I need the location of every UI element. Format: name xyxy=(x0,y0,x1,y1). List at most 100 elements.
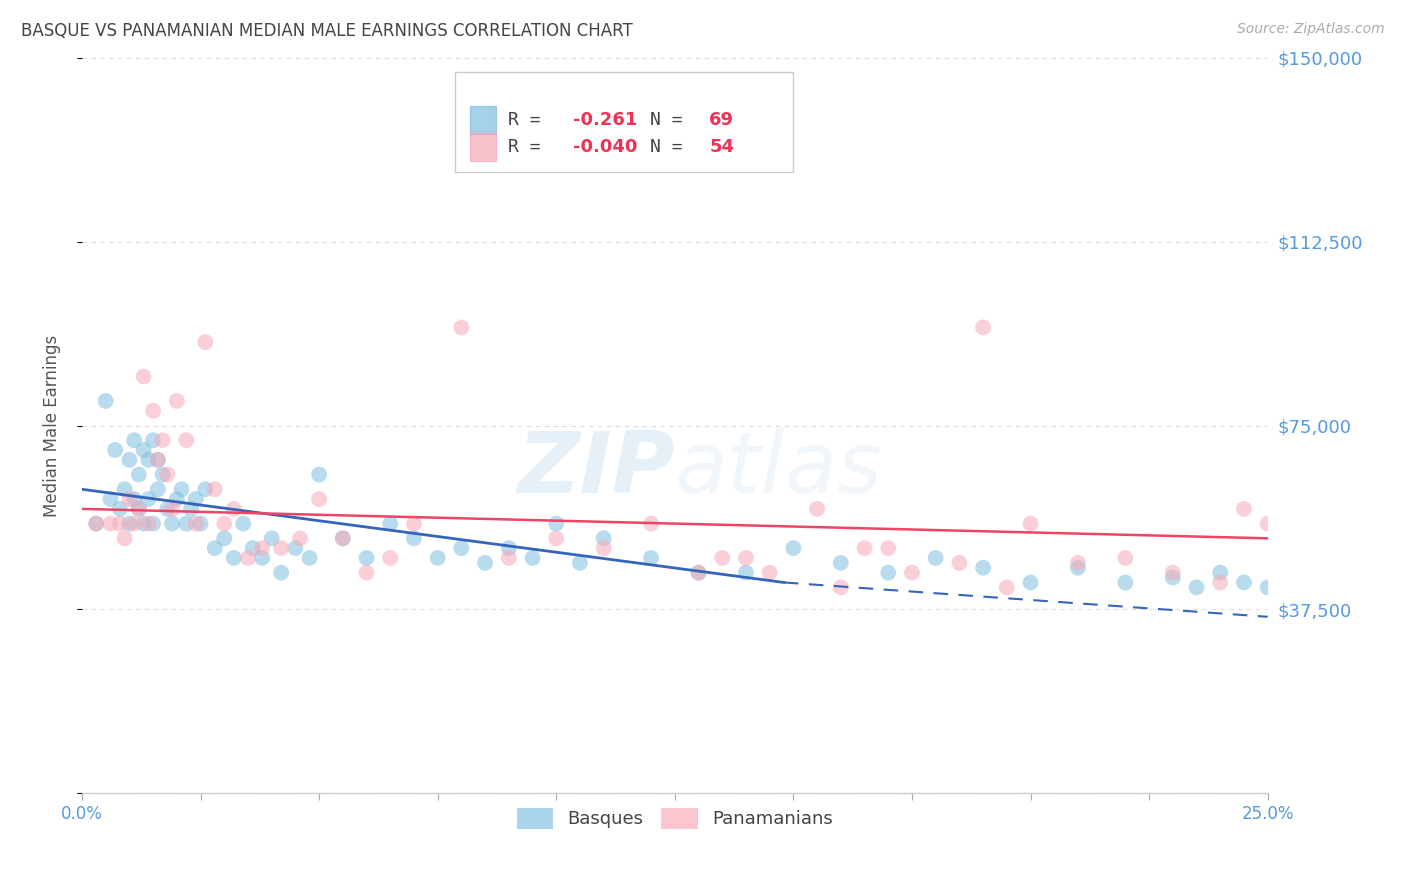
Text: R =: R = xyxy=(508,137,551,156)
Point xyxy=(1257,580,1279,594)
Point xyxy=(924,550,946,565)
Point xyxy=(100,492,122,507)
Point xyxy=(735,550,758,565)
Point xyxy=(901,566,924,580)
Bar xyxy=(470,106,496,134)
Point xyxy=(568,556,591,570)
FancyBboxPatch shape xyxy=(456,72,793,171)
Point xyxy=(114,531,136,545)
Point xyxy=(114,483,136,497)
Point xyxy=(128,502,150,516)
Point xyxy=(104,443,127,458)
Point xyxy=(146,453,169,467)
Point xyxy=(640,516,662,531)
Point xyxy=(132,516,155,531)
Point xyxy=(222,502,245,516)
Point xyxy=(222,550,245,565)
Point xyxy=(806,502,828,516)
Point xyxy=(212,516,235,531)
Point xyxy=(1161,566,1184,580)
Point xyxy=(1257,516,1279,531)
Point xyxy=(194,483,217,497)
Point xyxy=(592,541,614,555)
Point xyxy=(132,443,155,458)
Text: atlas: atlas xyxy=(675,428,883,511)
Point xyxy=(122,492,145,507)
Point xyxy=(546,531,568,545)
Point xyxy=(877,566,900,580)
Text: ZIP: ZIP xyxy=(517,428,675,511)
Point xyxy=(688,566,710,580)
Point xyxy=(166,394,188,409)
Point xyxy=(284,541,307,555)
Point xyxy=(402,516,425,531)
Point xyxy=(250,550,273,565)
Point xyxy=(1114,575,1136,590)
Point xyxy=(146,453,169,467)
Text: Source: ZipAtlas.com: Source: ZipAtlas.com xyxy=(1237,22,1385,37)
Point xyxy=(830,580,852,594)
Point xyxy=(522,550,544,565)
Point xyxy=(176,434,198,448)
Point xyxy=(242,541,264,555)
Point xyxy=(84,516,107,531)
Point xyxy=(142,434,165,448)
Point xyxy=(830,556,852,570)
Point xyxy=(474,556,496,570)
Text: R =: R = xyxy=(508,111,551,128)
Point xyxy=(236,550,259,565)
Point xyxy=(138,492,160,507)
Point xyxy=(380,550,402,565)
Point xyxy=(94,394,117,409)
Point xyxy=(948,556,970,570)
Point xyxy=(204,541,226,555)
Point xyxy=(758,566,780,580)
Bar xyxy=(470,133,496,161)
Point xyxy=(260,531,283,545)
Point xyxy=(118,492,141,507)
Text: N =: N = xyxy=(650,111,693,128)
Text: N =: N = xyxy=(650,137,693,156)
Point xyxy=(128,467,150,482)
Point xyxy=(640,550,662,565)
Point xyxy=(298,550,321,565)
Point xyxy=(160,516,183,531)
Point xyxy=(546,516,568,531)
Point xyxy=(138,516,160,531)
Point xyxy=(1067,556,1090,570)
Point xyxy=(450,541,472,555)
Text: BASQUE VS PANAMANIAN MEDIAN MALE EARNINGS CORRELATION CHART: BASQUE VS PANAMANIAN MEDIAN MALE EARNING… xyxy=(21,22,633,40)
Point xyxy=(118,453,141,467)
Point xyxy=(176,516,198,531)
Point xyxy=(138,453,160,467)
Point xyxy=(184,492,207,507)
Point xyxy=(184,516,207,531)
Point xyxy=(152,467,174,482)
Point xyxy=(232,516,254,531)
Point xyxy=(782,541,804,555)
Point xyxy=(1019,516,1042,531)
Point xyxy=(877,541,900,555)
Y-axis label: Median Male Earnings: Median Male Earnings xyxy=(44,334,60,516)
Point xyxy=(1233,502,1256,516)
Point xyxy=(122,434,145,448)
Point xyxy=(498,550,520,565)
Point xyxy=(1161,570,1184,584)
Point xyxy=(194,335,217,350)
Point xyxy=(100,516,122,531)
Point xyxy=(156,502,179,516)
Point xyxy=(132,369,155,384)
Text: 69: 69 xyxy=(709,111,734,128)
Point xyxy=(853,541,876,555)
Point xyxy=(1067,560,1090,574)
Point xyxy=(688,566,710,580)
Point xyxy=(972,320,994,334)
Point xyxy=(142,516,165,531)
Point xyxy=(356,550,378,565)
Point xyxy=(288,531,311,545)
Point xyxy=(308,492,330,507)
Point xyxy=(128,502,150,516)
Point xyxy=(332,531,354,545)
Point xyxy=(1209,566,1232,580)
Point xyxy=(166,492,188,507)
